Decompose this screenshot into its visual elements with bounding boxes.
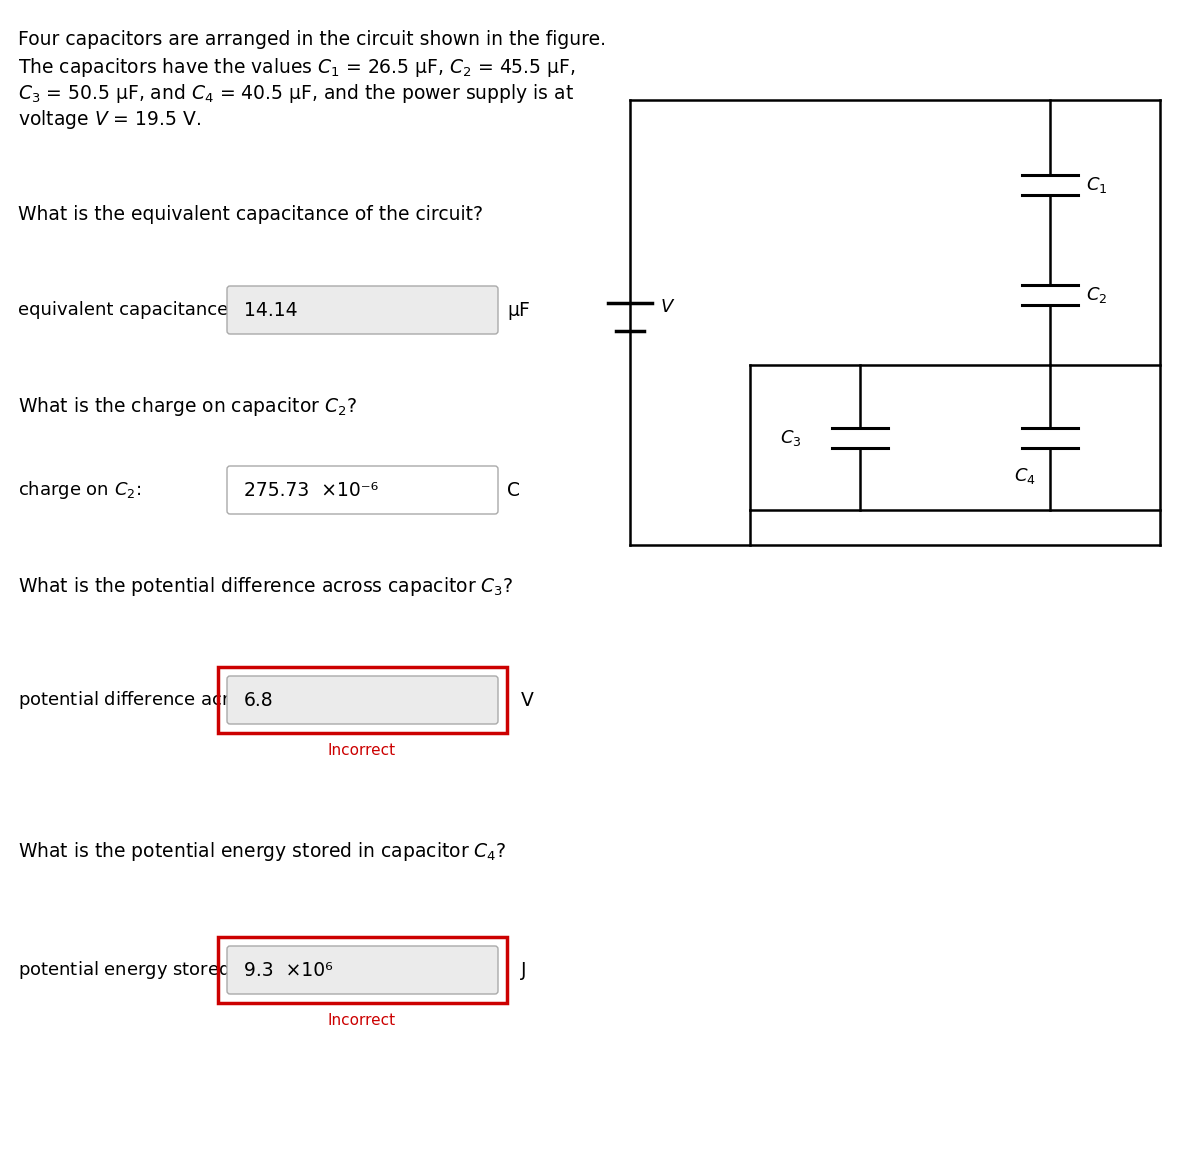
Text: equivalent capacitance:: equivalent capacitance:	[18, 301, 234, 318]
Text: 6.8: 6.8	[244, 690, 274, 710]
Text: $C_4$: $C_4$	[1014, 466, 1036, 485]
Text: What is the potential difference across capacitor $C_3$?: What is the potential difference across …	[18, 576, 514, 598]
Bar	[218, 667, 508, 733]
Text: $C_3$ = 50.5 μF, and $C_4$ = 40.5 μF, and the power supply is at: $C_3$ = 50.5 μF, and $C_4$ = 40.5 μF, an…	[18, 82, 574, 105]
Text: The capacitors have the values $C_1$ = 26.5 μF, $C_2$ = 45.5 μF,: The capacitors have the values $C_1$ = 2…	[18, 56, 576, 79]
Text: Four capacitors are arranged in the circuit shown in the figure.: Four capacitors are arranged in the circ…	[18, 30, 606, 49]
Text: $C_3$: $C_3$	[780, 427, 802, 447]
FancyBboxPatch shape	[227, 466, 498, 514]
Text: 9.3  ×10⁶: 9.3 ×10⁶	[244, 960, 332, 980]
Text: potential difference across $C_3$:: potential difference across $C_3$:	[18, 689, 292, 711]
FancyBboxPatch shape	[227, 676, 498, 724]
Text: μF: μF	[508, 300, 530, 320]
Text: Incorrect: Incorrect	[328, 743, 396, 758]
Text: J: J	[521, 960, 527, 980]
Text: V: V	[521, 690, 534, 710]
Text: 14.14: 14.14	[244, 300, 298, 320]
Text: $C_1$: $C_1$	[1086, 175, 1108, 195]
Text: potential energy stored in $C_4$:: potential energy stored in $C_4$:	[18, 959, 284, 981]
Text: voltage $V$ = 19.5 V.: voltage $V$ = 19.5 V.	[18, 108, 200, 131]
Text: charge on $C_2$:: charge on $C_2$:	[18, 479, 142, 501]
FancyBboxPatch shape	[227, 286, 498, 334]
Text: 275.73  ×10⁻⁶: 275.73 ×10⁻⁶	[244, 481, 378, 499]
Text: What is the charge on capacitor $C_2$?: What is the charge on capacitor $C_2$?	[18, 395, 356, 418]
Text: C: C	[508, 481, 520, 499]
Text: Incorrect: Incorrect	[328, 1013, 396, 1028]
Text: $V$: $V$	[660, 298, 676, 315]
Bar	[218, 937, 508, 1003]
FancyBboxPatch shape	[227, 946, 498, 994]
Text: $C_2$: $C_2$	[1086, 285, 1108, 305]
Text: What is the potential energy stored in capacitor $C_4$?: What is the potential energy stored in c…	[18, 840, 506, 863]
Text: What is the equivalent capacitance of the circuit?: What is the equivalent capacitance of th…	[18, 205, 482, 223]
